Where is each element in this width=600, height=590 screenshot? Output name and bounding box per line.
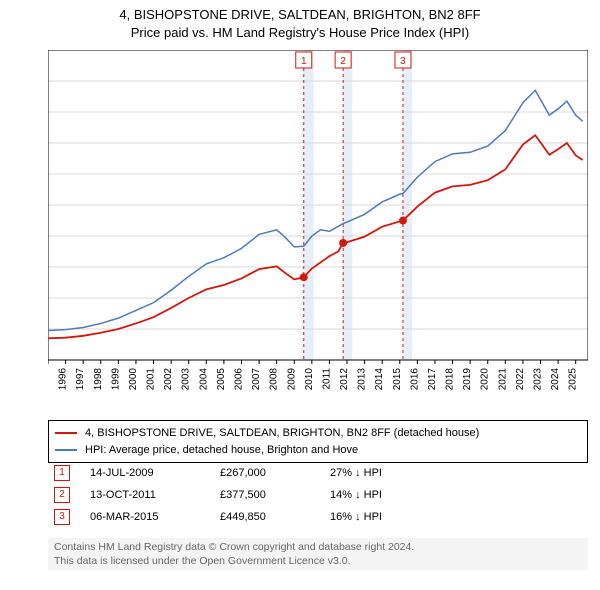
svg-text:2018: 2018 <box>445 368 456 390</box>
sale-diff: 14% ↓ HPI <box>330 489 440 501</box>
svg-text:2008: 2008 <box>269 368 280 390</box>
svg-text:1998: 1998 <box>93 368 104 390</box>
svg-text:2025: 2025 <box>568 368 579 390</box>
sale-marker-icon: 2 <box>54 487 70 503</box>
svg-text:1996: 1996 <box>58 368 69 390</box>
svg-text:2022: 2022 <box>515 368 526 390</box>
legend-label-property: 4, BISHOPSTONE DRIVE, SALTDEAN, BRIGHTON… <box>85 425 479 442</box>
sales-row: 2 13-OCT-2011 £377,500 14% ↓ HPI <box>48 484 588 506</box>
svg-text:2012: 2012 <box>339 368 350 390</box>
svg-text:2007: 2007 <box>251 368 262 390</box>
sale-marker-icon: 1 <box>54 465 70 481</box>
attribution-block: Contains HM Land Registry data © Crown c… <box>48 538 588 570</box>
svg-text:2004: 2004 <box>198 368 209 390</box>
chart-title-block: 4, BISHOPSTONE DRIVE, SALTDEAN, BRIGHTON… <box>0 0 600 41</box>
sale-date: 06-MAR-2015 <box>90 511 200 523</box>
svg-text:2010: 2010 <box>304 368 315 390</box>
chart-title-line2: Price paid vs. HM Land Registry's House … <box>0 24 600 42</box>
svg-text:2014: 2014 <box>374 368 385 390</box>
svg-text:1997: 1997 <box>75 368 86 390</box>
chart-area: £0£100K£200K£300K£400K£500K£600K£700K£80… <box>48 50 588 390</box>
sale-price: £449,850 <box>220 511 310 523</box>
svg-text:1995: 1995 <box>48 368 51 390</box>
svg-text:2021: 2021 <box>497 368 508 390</box>
chart-container: 4, BISHOPSTONE DRIVE, SALTDEAN, BRIGHTON… <box>0 0 600 590</box>
svg-text:2002: 2002 <box>163 368 174 390</box>
sales-table: 1 14-JUL-2009 £267,000 27% ↓ HPI 2 13-OC… <box>48 462 588 528</box>
svg-text:2023: 2023 <box>533 368 544 390</box>
chart-svg: £0£100K£200K£300K£400K£500K£600K£700K£80… <box>48 50 588 390</box>
svg-text:2020: 2020 <box>480 368 491 390</box>
svg-text:2003: 2003 <box>181 368 192 390</box>
sale-price: £267,000 <box>220 467 310 479</box>
svg-text:2016: 2016 <box>409 368 420 390</box>
legend-row-hpi: HPI: Average price, detached house, Brig… <box>55 442 581 459</box>
svg-text:1: 1 <box>301 56 307 67</box>
sale-date: 13-OCT-2011 <box>90 489 200 501</box>
sales-row: 1 14-JUL-2009 £267,000 27% ↓ HPI <box>48 462 588 484</box>
legend-swatch-property <box>55 432 77 434</box>
svg-text:2001: 2001 <box>146 368 157 390</box>
legend-swatch-hpi <box>55 449 77 451</box>
sales-row: 3 06-MAR-2015 £449,850 16% ↓ HPI <box>48 506 588 528</box>
svg-text:2009: 2009 <box>286 368 297 390</box>
sale-diff: 27% ↓ HPI <box>330 467 440 479</box>
sale-date: 14-JUL-2009 <box>90 467 200 479</box>
svg-text:1999: 1999 <box>110 368 121 390</box>
svg-text:2024: 2024 <box>550 368 561 390</box>
chart-title-line1: 4, BISHOPSTONE DRIVE, SALTDEAN, BRIGHTON… <box>0 6 600 24</box>
svg-text:2011: 2011 <box>321 368 332 390</box>
svg-text:2006: 2006 <box>233 368 244 390</box>
attribution-line2: This data is licensed under the Open Gov… <box>54 554 582 568</box>
svg-text:2000: 2000 <box>128 368 139 390</box>
svg-text:2019: 2019 <box>462 368 473 390</box>
svg-text:2013: 2013 <box>357 368 368 390</box>
legend-label-hpi: HPI: Average price, detached house, Brig… <box>85 442 358 459</box>
svg-text:2015: 2015 <box>392 368 403 390</box>
attribution-line1: Contains HM Land Registry data © Crown c… <box>54 540 582 554</box>
svg-text:2005: 2005 <box>216 368 227 390</box>
sale-diff: 16% ↓ HPI <box>330 511 440 523</box>
svg-text:3: 3 <box>400 56 406 67</box>
legend-box: 4, BISHOPSTONE DRIVE, SALTDEAN, BRIGHTON… <box>48 420 588 463</box>
sale-price: £377,500 <box>220 489 310 501</box>
svg-text:2017: 2017 <box>427 368 438 390</box>
sale-marker-icon: 3 <box>54 509 70 525</box>
legend-row-property: 4, BISHOPSTONE DRIVE, SALTDEAN, BRIGHTON… <box>55 425 581 442</box>
svg-text:2: 2 <box>340 56 346 67</box>
